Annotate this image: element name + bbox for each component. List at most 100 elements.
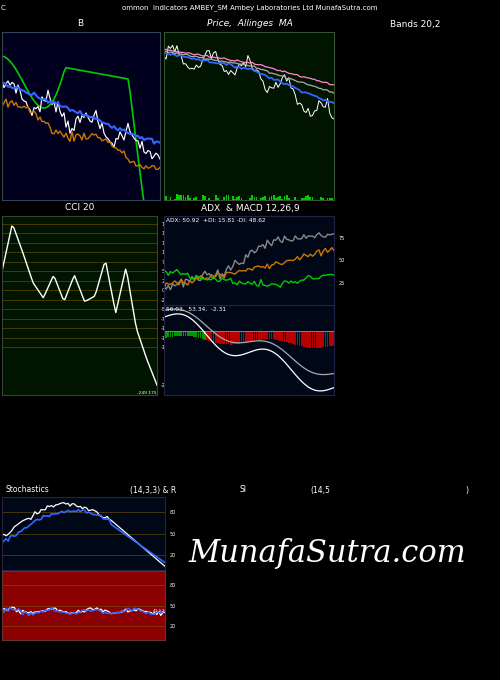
Bar xyxy=(286,194,288,200)
Bar xyxy=(301,198,302,200)
Bar xyxy=(331,198,332,200)
Bar xyxy=(266,331,268,339)
Bar xyxy=(174,199,176,200)
Bar xyxy=(308,195,309,200)
Bar xyxy=(172,331,173,337)
Bar xyxy=(196,331,197,337)
Bar xyxy=(176,194,178,200)
Bar xyxy=(174,331,176,336)
Bar xyxy=(277,331,279,340)
Text: ommon  Indicators AMBEY_SM Ambey Laboratories Ltd MunafaSutra.com: ommon Indicators AMBEY_SM Ambey Laborato… xyxy=(122,5,378,12)
Bar xyxy=(166,196,167,200)
Bar xyxy=(258,331,260,340)
Text: (14,5: (14,5 xyxy=(310,486,330,494)
Bar xyxy=(298,331,300,346)
Bar xyxy=(236,197,238,200)
Bar xyxy=(270,196,272,200)
Bar xyxy=(234,331,236,344)
Bar xyxy=(182,331,184,336)
Bar xyxy=(224,197,225,200)
Bar xyxy=(204,331,206,339)
Bar xyxy=(329,331,330,346)
Bar xyxy=(254,197,255,200)
Text: 41.52: 41.52 xyxy=(152,609,165,613)
Bar xyxy=(320,331,322,347)
Text: 56.03,  53.34,  -2.31: 56.03, 53.34, -2.31 xyxy=(166,307,226,312)
Bar xyxy=(303,198,304,200)
Bar xyxy=(240,198,242,200)
Bar xyxy=(163,331,165,339)
Bar xyxy=(249,331,251,341)
Bar xyxy=(247,331,249,342)
Bar xyxy=(314,331,316,348)
Bar xyxy=(189,199,190,200)
Bar xyxy=(189,331,190,336)
Text: ): ) xyxy=(465,486,468,494)
Bar xyxy=(294,331,296,345)
Bar xyxy=(163,199,165,200)
Text: ADX: 50.92  +DI: 15.81 -DI: 48.62: ADX: 50.92 +DI: 15.81 -DI: 48.62 xyxy=(166,218,266,223)
Text: Price,  Allinges  MA: Price, Allinges MA xyxy=(207,20,293,29)
Bar xyxy=(316,331,318,348)
Text: SI: SI xyxy=(240,486,247,494)
Bar xyxy=(326,331,328,347)
Bar xyxy=(303,331,304,347)
Bar xyxy=(226,194,228,200)
Bar xyxy=(273,194,274,200)
Bar xyxy=(210,331,212,341)
Bar xyxy=(208,198,210,200)
Text: MunafaSutra.com: MunafaSutra.com xyxy=(188,538,466,569)
Bar xyxy=(322,198,324,200)
Text: (14,3,3) & R: (14,3,3) & R xyxy=(130,486,176,494)
Bar xyxy=(187,331,188,336)
Bar xyxy=(280,331,281,341)
Bar xyxy=(191,331,193,337)
Bar xyxy=(200,331,202,339)
Text: Bands 20,2: Bands 20,2 xyxy=(390,20,440,29)
Bar xyxy=(282,199,283,200)
Bar xyxy=(238,196,240,200)
Bar xyxy=(219,331,221,343)
Bar xyxy=(166,331,167,338)
Bar xyxy=(230,331,232,345)
Bar xyxy=(180,331,182,336)
Bar xyxy=(232,331,234,345)
Bar xyxy=(187,195,188,200)
Bar xyxy=(268,197,270,200)
Bar xyxy=(312,197,314,200)
Bar xyxy=(176,331,178,336)
Bar xyxy=(180,194,182,200)
Bar xyxy=(288,331,290,343)
Bar xyxy=(182,195,184,200)
Bar xyxy=(275,331,277,340)
Bar xyxy=(270,331,272,339)
Bar xyxy=(310,197,311,200)
Text: B: B xyxy=(77,20,83,29)
Bar xyxy=(320,197,322,200)
Text: -249 175: -249 175 xyxy=(138,391,157,395)
Bar xyxy=(301,331,302,346)
Text: C: C xyxy=(1,5,6,11)
Bar xyxy=(245,331,246,343)
Bar xyxy=(178,195,180,200)
Bar xyxy=(252,195,253,200)
Bar xyxy=(168,331,169,337)
Bar xyxy=(194,331,195,337)
Bar xyxy=(275,198,277,200)
Bar xyxy=(243,331,244,343)
Bar xyxy=(249,198,251,200)
Bar xyxy=(288,198,290,200)
Bar xyxy=(262,331,264,339)
Bar xyxy=(178,331,180,336)
Bar xyxy=(326,198,328,200)
Bar xyxy=(226,331,228,344)
Bar xyxy=(202,195,203,200)
Bar xyxy=(292,331,294,344)
Bar xyxy=(252,331,253,341)
Bar xyxy=(262,197,264,200)
Bar xyxy=(170,331,172,337)
Bar xyxy=(198,331,200,338)
Bar xyxy=(305,197,307,200)
Bar xyxy=(322,331,324,347)
Bar xyxy=(305,331,307,347)
